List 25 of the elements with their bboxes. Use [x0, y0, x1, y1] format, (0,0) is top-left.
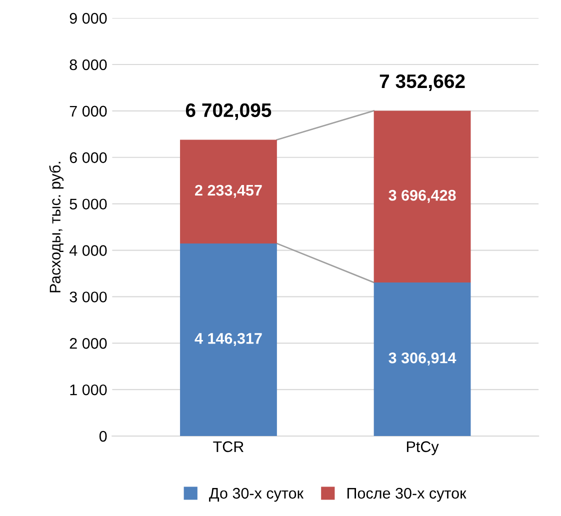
y-tick-label: 0 — [99, 430, 107, 442]
bar — [374, 282, 471, 436]
bar — [180, 243, 277, 436]
y-tick-label: 8 000 — [70, 59, 107, 70]
y-tick-label: 1 000 — [70, 384, 107, 396]
data-label: 2 233,457 — [195, 184, 262, 198]
y-axis-title: Расходы, тыс. руб. — [49, 162, 64, 292]
bar — [180, 140, 277, 244]
data-label: 4 146,317 — [194, 333, 262, 346]
y-tick-label: 2 000 — [70, 338, 107, 349]
data-label: 3 696,428 — [388, 190, 456, 203]
y-tick-label: 9 000 — [70, 12, 107, 24]
y-tick-label: 4 000 — [69, 245, 107, 256]
x-tick-label: PtCy — [406, 441, 439, 456]
legend-label: После 30-х суток — [347, 488, 466, 502]
y-tick-label: 3 000 — [70, 292, 107, 302]
y-tick-label: 6 000 — [70, 152, 107, 164]
y-tick-label: 5 000 — [70, 198, 107, 210]
y-tick-label: 7 000 — [70, 106, 107, 117]
bar — [374, 110, 471, 282]
total-label: 7 352,662 — [380, 74, 465, 91]
total-label: 6 702,095 — [186, 103, 272, 120]
legend-label: До 30-х суток — [209, 488, 304, 502]
data-label: 3 306,914 — [388, 352, 456, 366]
x-tick-label: TCR — [213, 441, 244, 452]
